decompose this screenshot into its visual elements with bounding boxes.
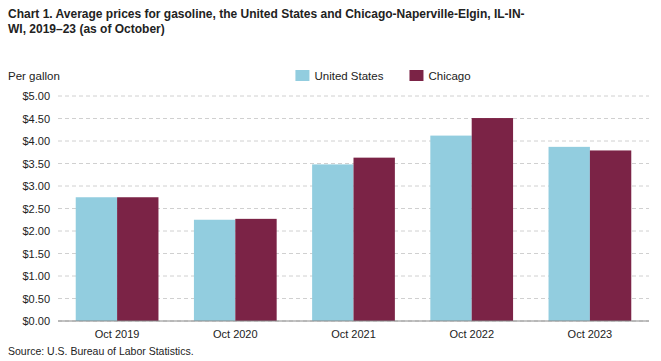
source: Source: U.S. Bureau of Labor Statistics. xyxy=(8,345,194,357)
y-tick-label: $5.00 xyxy=(22,90,50,102)
y-tick-label: $3.00 xyxy=(22,180,50,192)
y-tick-label: $3.50 xyxy=(22,158,50,170)
y-tick-label: $1.00 xyxy=(22,270,50,282)
bar xyxy=(117,197,158,321)
grid xyxy=(58,96,649,321)
bar xyxy=(354,158,395,321)
bar xyxy=(590,150,631,321)
x-tick-label: Oct 2019 xyxy=(95,328,140,340)
grid-line xyxy=(58,118,649,119)
bar xyxy=(194,220,235,321)
bar xyxy=(235,219,276,321)
bar xyxy=(76,197,117,321)
legend-item: Chicago xyxy=(409,70,470,82)
legend: United States Chicago xyxy=(295,70,470,82)
bars xyxy=(76,118,632,321)
chart: Chart 1. Average prices for gasoline, th… xyxy=(0,0,661,361)
grid-line xyxy=(58,141,649,142)
y-tick-label: $0.50 xyxy=(22,293,50,305)
x-tick-label: Oct 2020 xyxy=(213,328,258,340)
bar xyxy=(312,164,353,321)
x-tick-label: Oct 2022 xyxy=(449,328,494,340)
title-line: Chart 1. Average prices for gasoline, th… xyxy=(8,7,525,21)
y-tick-label: $0.00 xyxy=(22,315,50,327)
grid-line xyxy=(58,96,649,97)
legend-swatch xyxy=(295,70,309,81)
y-axis-label: Per gallon xyxy=(8,70,60,82)
title: Chart 1. Average prices for gasoline, th… xyxy=(8,7,525,36)
y-tick-label: $2.00 xyxy=(22,225,50,237)
y-tick-label: $4.00 xyxy=(22,135,50,147)
grid-line xyxy=(58,321,649,322)
x-tick-label: Oct 2023 xyxy=(568,328,613,340)
legend-label: United States xyxy=(314,70,383,82)
x-axis-line xyxy=(58,321,649,322)
bar xyxy=(472,118,513,321)
y-tick-label: $2.50 xyxy=(22,203,50,215)
legend-label: Chicago xyxy=(428,70,470,82)
legend-item: United States xyxy=(295,70,383,82)
title-line: WI, 2019–23 (as of October) xyxy=(8,22,165,36)
y-tick-label: $4.50 xyxy=(22,113,50,125)
legend-swatch xyxy=(409,70,423,81)
bar xyxy=(430,136,471,321)
bar xyxy=(549,147,590,321)
y-tick-label: $1.50 xyxy=(22,248,50,260)
x-tick-label: Oct 2021 xyxy=(331,328,376,340)
